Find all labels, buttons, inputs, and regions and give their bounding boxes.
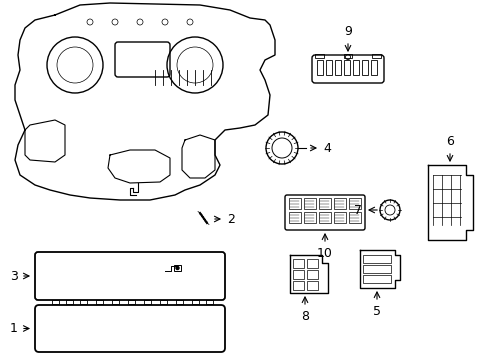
Bar — [362, 265, 390, 273]
Bar — [112, 300, 119, 304]
Bar — [362, 275, 390, 283]
Text: 5: 5 — [372, 305, 380, 318]
Bar — [333, 212, 346, 223]
Bar — [306, 270, 317, 279]
Bar — [314, 54, 324, 58]
Bar — [80, 300, 87, 304]
Bar — [333, 198, 346, 209]
Text: 1: 1 — [10, 322, 18, 335]
Bar — [174, 265, 181, 271]
Bar — [304, 198, 315, 209]
Text: 4: 4 — [323, 141, 330, 154]
Text: 7: 7 — [353, 203, 361, 216]
Text: 2: 2 — [226, 212, 234, 225]
Bar — [288, 212, 301, 223]
Bar — [192, 300, 199, 304]
Bar — [343, 54, 351, 58]
Bar — [160, 300, 167, 304]
Bar — [292, 281, 304, 290]
Bar — [205, 300, 213, 304]
Bar — [292, 259, 304, 268]
Bar — [128, 300, 135, 304]
Bar — [348, 212, 360, 223]
Bar — [334, 60, 340, 75]
Bar — [361, 60, 367, 75]
Bar — [371, 54, 380, 58]
Bar — [348, 198, 360, 209]
Bar — [318, 198, 330, 209]
Bar — [362, 255, 390, 263]
Text: 8: 8 — [301, 310, 308, 323]
Bar — [52, 300, 59, 304]
Bar — [176, 300, 183, 304]
Bar — [66, 300, 73, 304]
Bar — [306, 259, 317, 268]
Bar — [96, 300, 103, 304]
Bar — [288, 198, 301, 209]
Bar — [304, 212, 315, 223]
Bar — [292, 270, 304, 279]
Circle shape — [176, 266, 179, 270]
Text: 6: 6 — [445, 135, 453, 148]
Bar — [325, 60, 331, 75]
Bar — [343, 60, 349, 75]
Text: 9: 9 — [344, 25, 351, 38]
Text: 3: 3 — [10, 270, 18, 283]
Bar — [306, 281, 317, 290]
Bar — [318, 212, 330, 223]
Bar — [370, 60, 376, 75]
Text: 10: 10 — [316, 247, 332, 260]
Bar — [143, 300, 151, 304]
Bar — [352, 60, 358, 75]
Bar — [316, 60, 323, 75]
